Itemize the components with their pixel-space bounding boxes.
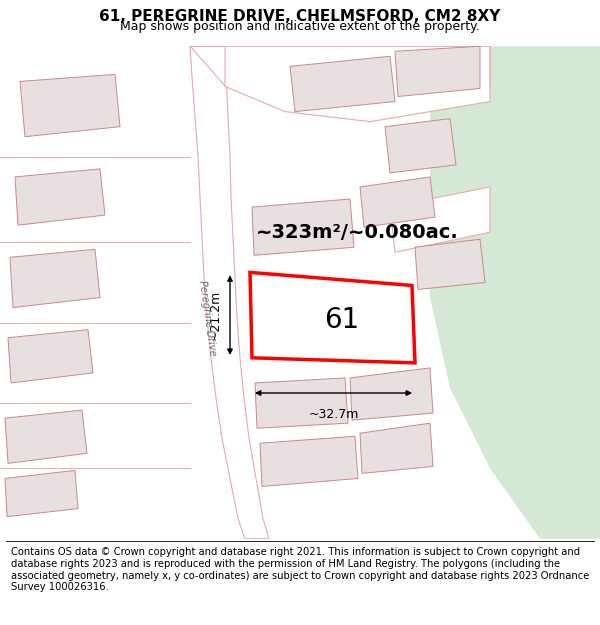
Text: 61: 61 [325, 306, 360, 334]
Polygon shape [430, 46, 600, 539]
Text: Contains OS data © Crown copyright and database right 2021. This information is : Contains OS data © Crown copyright and d… [11, 548, 589, 592]
Polygon shape [8, 330, 93, 383]
Text: ~21.2m: ~21.2m [209, 290, 222, 340]
Polygon shape [15, 169, 105, 225]
Polygon shape [225, 46, 490, 122]
Polygon shape [290, 56, 395, 112]
Polygon shape [260, 436, 358, 486]
Text: ~323m²/~0.080ac.: ~323m²/~0.080ac. [256, 223, 458, 243]
Polygon shape [255, 378, 348, 428]
Polygon shape [390, 187, 490, 253]
Text: ~32.7m: ~32.7m [308, 408, 359, 421]
Polygon shape [415, 239, 485, 289]
Text: Peregrine Drive: Peregrine Drive [197, 279, 217, 356]
Polygon shape [190, 46, 269, 539]
Polygon shape [10, 249, 100, 308]
Polygon shape [395, 46, 480, 96]
Polygon shape [5, 410, 87, 463]
Text: 61, PEREGRINE DRIVE, CHELMSFORD, CM2 8XY: 61, PEREGRINE DRIVE, CHELMSFORD, CM2 8XY [100, 9, 500, 24]
Polygon shape [190, 46, 490, 86]
Polygon shape [350, 368, 433, 420]
Polygon shape [5, 471, 78, 517]
Polygon shape [360, 423, 433, 473]
Polygon shape [252, 199, 354, 255]
Polygon shape [385, 119, 456, 173]
Text: Map shows position and indicative extent of the property.: Map shows position and indicative extent… [120, 20, 480, 33]
Polygon shape [20, 74, 120, 137]
Polygon shape [360, 177, 435, 227]
Polygon shape [250, 272, 415, 363]
